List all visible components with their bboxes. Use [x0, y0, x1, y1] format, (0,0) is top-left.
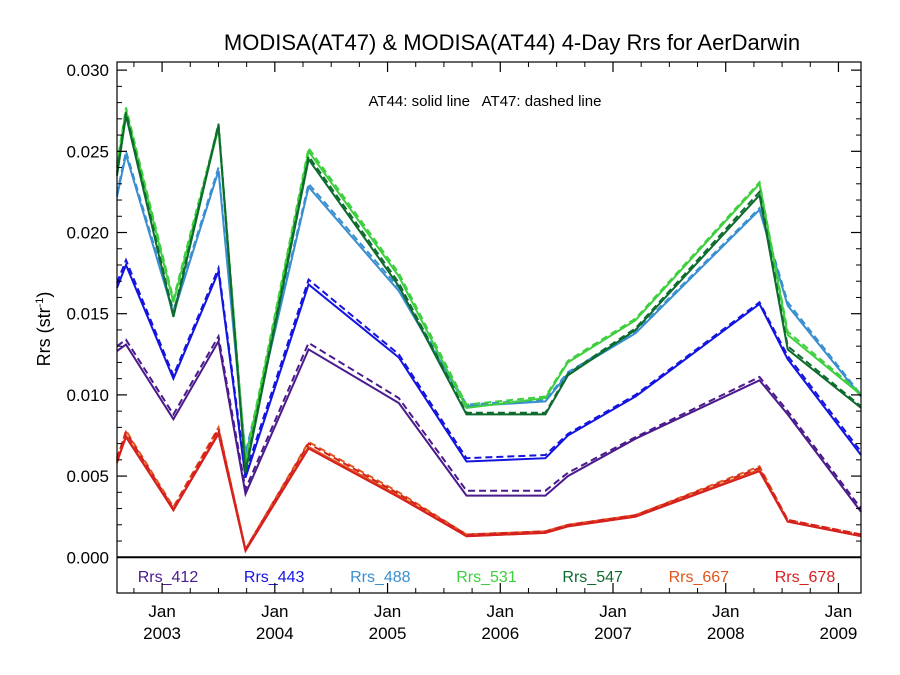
chart-title: MODISA(AT47) & MODISA(AT44) 4-Day Rrs fo…: [224, 30, 800, 55]
y-axis-label-sup: -1: [34, 298, 46, 308]
series-line-dashed: [116, 107, 862, 460]
chart-annotation: AT44: solid line AT47: dashed line: [369, 93, 602, 110]
legend-entry: Rrs_667: [669, 569, 730, 586]
x-tick-label-month: Jan: [825, 602, 852, 621]
x-tick-label-year: 2009: [820, 624, 858, 643]
x-axis: Jan 2003 Jan 2004 Jan 2005 Jan 2006 Jan 2007 Jan 20…: [133, 62, 858, 643]
y-axis-label-main: Rrs (str: [34, 307, 54, 366]
series-rrs-412: [116, 333, 862, 513]
x-tick-label-year: 2004: [256, 624, 294, 643]
x-tick-label-month: Jan: [712, 602, 739, 621]
series-rrs-547: [116, 112, 862, 473]
x-tick-label-year: 2006: [481, 624, 519, 643]
x-tick-label-month: Jan: [261, 602, 288, 621]
series-line-solid: [116, 431, 862, 554]
plot-area: Rrs_412 Rrs_443 Rrs_488 Rrs_531 Rrs_547 Rrs_6…: [66, 61, 862, 643]
x-tick-label-year: 2007: [594, 624, 632, 643]
series-line-solid: [116, 154, 862, 457]
y-axis-label: Rrs (str-1): [34, 292, 54, 367]
legend: Rrs_412 Rrs_443 Rrs_488 Rrs_531 Rrs_547 Rrs_6…: [138, 569, 836, 586]
y-tick-label: 0.025: [66, 142, 109, 161]
legend-entry: Rrs_488: [350, 569, 411, 586]
series-rrs-488: [116, 151, 862, 457]
x-tick-label-month: Jan: [374, 602, 401, 621]
series-line-dashed: [116, 424, 862, 552]
series-rrs-667: [116, 424, 862, 554]
series-rrs-531: [116, 107, 862, 464]
series-line-dashed: [116, 112, 862, 470]
series-line-dashed: [116, 151, 862, 454]
legend-entry: Rrs_678: [775, 569, 836, 586]
x-tick-label-month: Jan: [487, 602, 514, 621]
x-tick-label-year: 2005: [369, 624, 407, 643]
plot-frame: [116, 61, 862, 594]
x-tick-label-year: 2008: [707, 624, 745, 643]
y-tick-label: 0.000: [66, 548, 109, 567]
series-line-dashed: [116, 333, 862, 510]
y-tick-label: 0.010: [66, 386, 109, 405]
legend-entry: Rrs_412: [138, 569, 199, 586]
series-line-dashed: [116, 426, 862, 552]
series-rrs-443: [116, 257, 862, 479]
series-line-solid: [116, 262, 862, 479]
y-tick-label: 0.020: [66, 224, 109, 243]
legend-entry: Rrs_547: [562, 569, 623, 586]
x-tick-label-year: 2003: [143, 624, 181, 643]
y-tick-label: 0.030: [66, 61, 109, 80]
series-line-dashed: [116, 257, 862, 474]
y-axis: 0.000 0.005 0.010 0.015 0.020 0.025 0.030: [66, 61, 861, 567]
series-line-solid: [116, 338, 862, 513]
series-layer: [116, 107, 862, 554]
y-tick-label: 0.005: [66, 467, 109, 486]
y-tick-label: 0.015: [66, 305, 109, 324]
legend-entry: Rrs_443: [244, 569, 305, 586]
x-tick-label-month: Jan: [148, 602, 175, 621]
legend-entry: Rrs_531: [456, 569, 517, 586]
y-axis-label-close: ): [34, 292, 54, 298]
series-rrs-678: [116, 426, 862, 554]
series-line-solid: [116, 115, 862, 473]
svg-text:Rrs (str-1): Rrs (str-1): [34, 292, 54, 367]
x-tick-label-month: Jan: [599, 602, 626, 621]
